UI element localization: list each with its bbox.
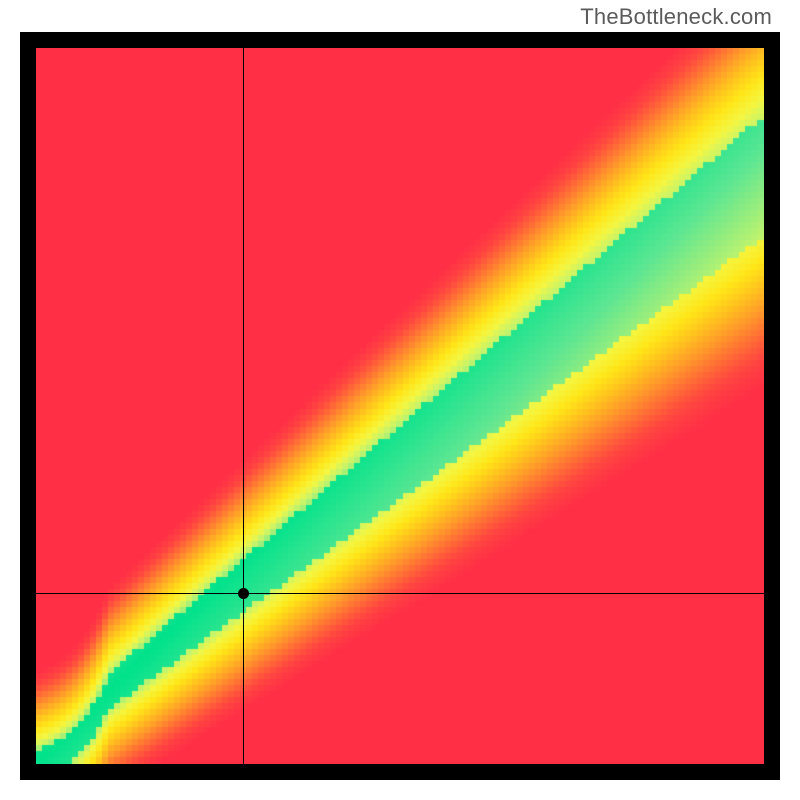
plot-frame bbox=[20, 32, 780, 780]
root-container: TheBottleneck.com bbox=[0, 0, 800, 800]
attribution-label: TheBottleneck.com bbox=[580, 4, 772, 30]
crosshair-horizontal bbox=[36, 593, 764, 595]
crosshair-vertical bbox=[243, 48, 245, 764]
selection-marker bbox=[238, 588, 249, 599]
bottleneck-heatmap bbox=[36, 48, 764, 764]
